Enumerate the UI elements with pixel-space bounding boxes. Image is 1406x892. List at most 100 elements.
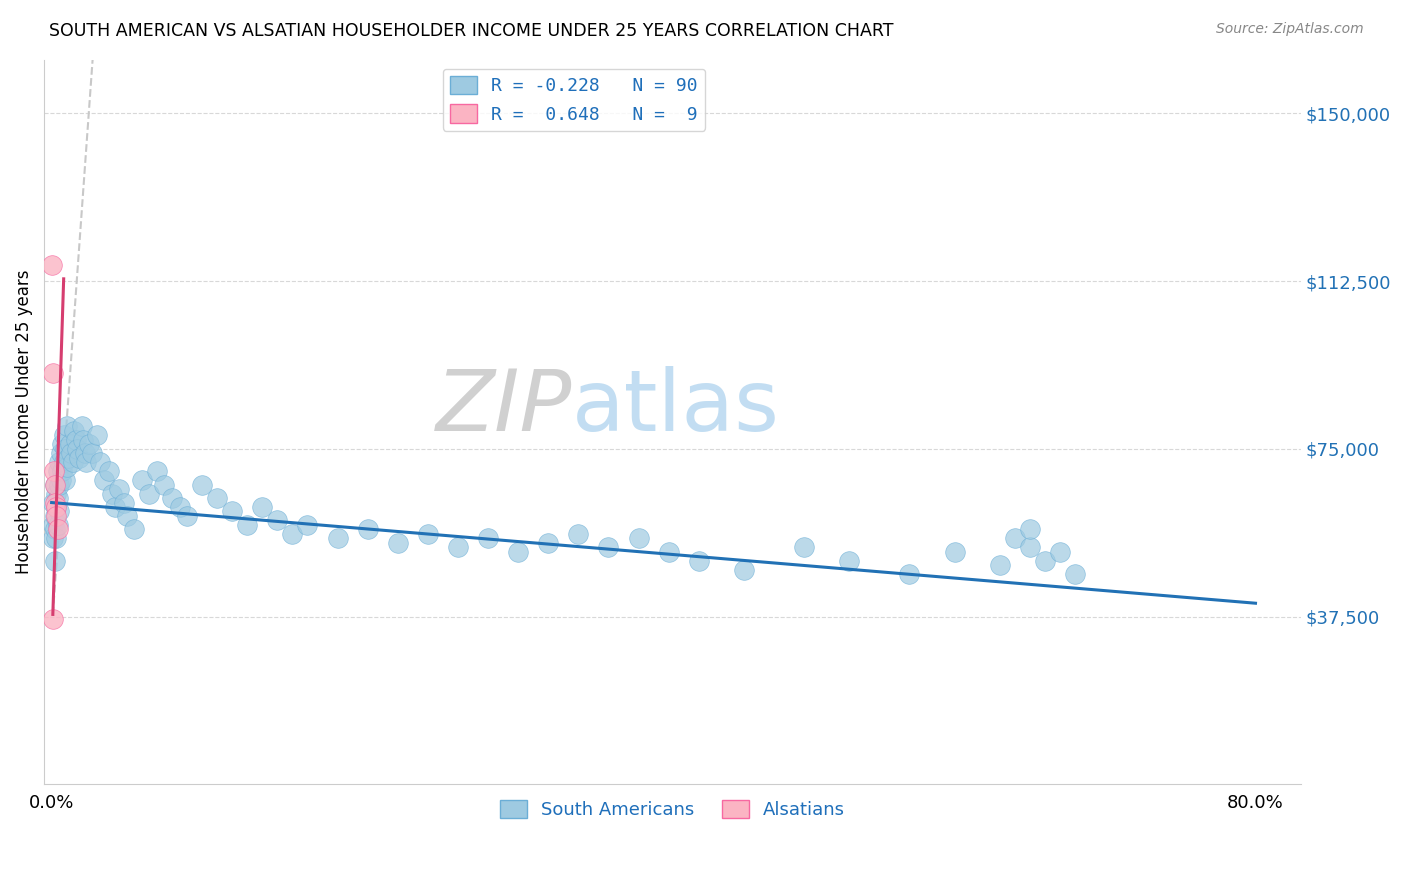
Point — [793, 541, 815, 555]
Point — [51, 464, 73, 478]
Point — [221, 504, 243, 518]
Point — [51, 437, 73, 451]
Point — [89, 455, 111, 469]
Point — [48, 477, 70, 491]
Point — [44, 477, 66, 491]
Point — [191, 477, 214, 491]
Point — [53, 442, 76, 456]
Point — [101, 486, 124, 500]
Point — [281, 527, 304, 541]
Point — [42, 517, 65, 532]
Point — [266, 513, 288, 527]
Point — [60, 446, 83, 460]
Point — [108, 482, 131, 496]
Point — [42, 532, 65, 546]
Point — [124, 522, 146, 536]
Point — [44, 477, 66, 491]
Point — [75, 455, 97, 469]
Point — [73, 446, 96, 460]
Point — [1004, 532, 1026, 546]
Point — [63, 424, 86, 438]
Point — [48, 504, 70, 518]
Point — [42, 612, 65, 626]
Point — [44, 522, 66, 536]
Point — [59, 437, 82, 451]
Text: atlas: atlas — [572, 366, 780, 449]
Point — [52, 428, 75, 442]
Point — [733, 563, 755, 577]
Y-axis label: Householder Income Under 25 years: Householder Income Under 25 years — [15, 269, 32, 574]
Point — [838, 554, 860, 568]
Point — [93, 473, 115, 487]
Point — [943, 545, 966, 559]
Point — [55, 459, 77, 474]
Point — [62, 455, 84, 469]
Point — [44, 554, 66, 568]
Point — [131, 473, 153, 487]
Point — [46, 522, 69, 536]
Point — [1018, 522, 1040, 536]
Point — [1049, 545, 1071, 559]
Point — [1018, 541, 1040, 555]
Point — [988, 558, 1011, 573]
Point — [82, 446, 104, 460]
Point — [42, 464, 65, 478]
Point — [898, 567, 921, 582]
Point — [146, 464, 169, 478]
Point — [49, 473, 72, 487]
Point — [49, 446, 72, 460]
Legend: South Americans, Alsatians: South Americans, Alsatians — [492, 792, 852, 826]
Point — [46, 464, 69, 478]
Point — [46, 491, 69, 505]
Point — [416, 527, 439, 541]
Point — [297, 517, 319, 532]
Point — [138, 486, 160, 500]
Point — [153, 477, 176, 491]
Point — [169, 500, 191, 514]
Point — [70, 419, 93, 434]
Point — [45, 508, 67, 523]
Point — [160, 491, 183, 505]
Point — [252, 500, 274, 514]
Point — [627, 532, 650, 546]
Point — [447, 541, 470, 555]
Point — [205, 491, 228, 505]
Point — [356, 522, 378, 536]
Point — [72, 433, 94, 447]
Point — [42, 366, 65, 380]
Point — [52, 455, 75, 469]
Text: Source: ZipAtlas.com: Source: ZipAtlas.com — [1216, 22, 1364, 37]
Point — [326, 532, 349, 546]
Point — [65, 433, 87, 447]
Point — [97, 464, 120, 478]
Point — [567, 527, 589, 541]
Point — [45, 486, 67, 500]
Point — [41, 259, 63, 273]
Point — [44, 508, 66, 523]
Point — [1033, 554, 1056, 568]
Point — [53, 473, 76, 487]
Point — [45, 532, 67, 546]
Point — [387, 536, 409, 550]
Text: SOUTH AMERICAN VS ALSATIAN HOUSEHOLDER INCOME UNDER 25 YEARS CORRELATION CHART: SOUTH AMERICAN VS ALSATIAN HOUSEHOLDER I… — [49, 22, 894, 40]
Point — [44, 495, 66, 509]
Point — [508, 545, 530, 559]
Point — [598, 541, 620, 555]
Point — [236, 517, 259, 532]
Point — [688, 554, 710, 568]
Point — [537, 536, 560, 550]
Point — [55, 419, 77, 434]
Point — [1064, 567, 1087, 582]
Point — [48, 455, 70, 469]
Point — [112, 495, 135, 509]
Point — [77, 437, 100, 451]
Point — [86, 428, 108, 442]
Point — [45, 500, 67, 514]
Point — [477, 532, 499, 546]
Point — [66, 442, 89, 456]
Point — [45, 500, 67, 514]
Point — [176, 508, 198, 523]
Point — [67, 450, 90, 465]
Point — [42, 495, 65, 509]
Point — [104, 500, 127, 514]
